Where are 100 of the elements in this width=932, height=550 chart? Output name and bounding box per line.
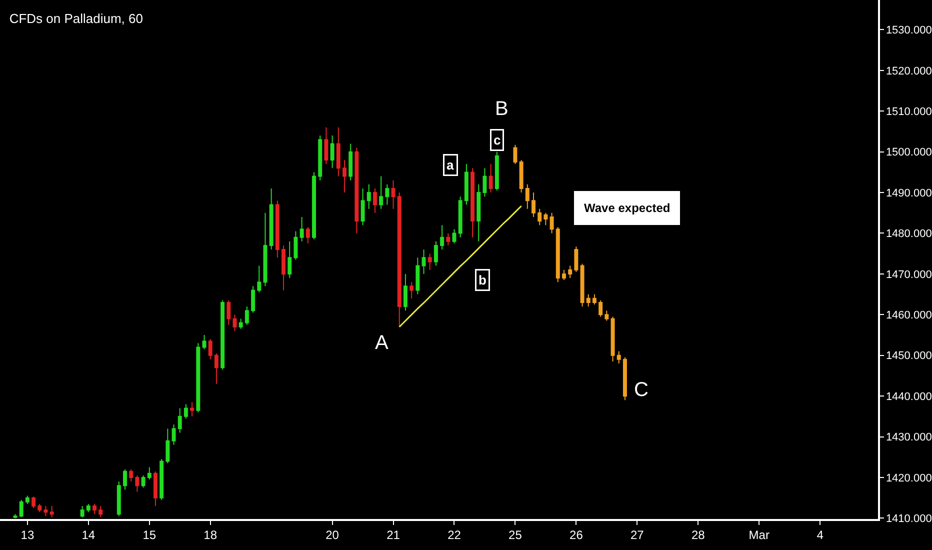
candlestick: [294, 230, 298, 260]
candlestick: [366, 184, 371, 210]
candlestick: [238, 318, 243, 330]
candlestick: [208, 338, 212, 360]
x-tick-label: 27: [630, 528, 644, 542]
candlestick: [98, 505, 103, 518]
candlestick: [446, 232, 450, 246]
x-tick-label: 26: [570, 528, 584, 542]
y-tick-label: 1510.000: [886, 106, 932, 118]
candlestick: [257, 265, 262, 293]
candlestick: [604, 310, 609, 322]
candlestick: [38, 503, 42, 513]
candlestick: [214, 352, 218, 384]
candlestick: [513, 144, 518, 165]
candlestick: [166, 428, 170, 464]
candlestick: [562, 269, 566, 281]
candlestick: [580, 263, 584, 308]
candlestick: [538, 208, 542, 226]
candlestick: [568, 265, 572, 279]
y-tick-label: 1430.000: [886, 432, 932, 444]
candlestick: [464, 164, 468, 206]
candlestick: [50, 505, 54, 518]
annotation: b: [478, 272, 486, 288]
candlestick: [269, 188, 274, 250]
candlestick: [92, 503, 96, 515]
candlestick: [428, 253, 432, 270]
x-tick-label: 13: [20, 528, 34, 542]
candlestick: [147, 466, 152, 480]
candlestick: [160, 458, 164, 500]
candlestick: [422, 249, 426, 274]
candlestick: [348, 143, 353, 181]
candlestick: [525, 184, 530, 210]
x-tick-label: Mar: [748, 528, 770, 542]
candlestick: [86, 503, 90, 513]
candlestick: [494, 151, 499, 191]
candlestick: [403, 273, 408, 312]
candlestick: [592, 294, 596, 305]
y-tick-label: 1470.000: [886, 268, 932, 281]
candlestick: [251, 286, 256, 314]
x-tick-label: 4: [816, 528, 824, 542]
candlestick: [80, 505, 84, 518]
candlestick: [391, 180, 396, 210]
candlestick: [184, 404, 188, 419]
y-tick-label: 1530.000: [886, 24, 932, 37]
candlestick: [123, 468, 127, 490]
candlestick: [440, 224, 444, 250]
x-tick-label: 21: [386, 528, 400, 542]
x-tick-label: 22: [448, 528, 462, 542]
candlestick: [556, 226, 560, 283]
line-series: [398, 205, 522, 328]
candlestick: [360, 188, 365, 226]
candlestick: [202, 334, 206, 350]
annotation: a: [446, 158, 454, 172]
candlestick: [13, 514, 18, 519]
candlestick: [220, 300, 225, 370]
x-tick-label: 18: [204, 528, 218, 542]
text: CFDs on Palladium, 60: [9, 10, 143, 26]
candlestick: [226, 300, 231, 326]
candlestick: [116, 481, 121, 517]
candlestick: [385, 184, 390, 206]
x-tick-label: 14: [82, 528, 96, 542]
candlestick: [482, 168, 487, 198]
x-tick-label: 28: [691, 528, 706, 542]
y-tick-label: 1440.000: [886, 390, 932, 403]
candlestick: [610, 316, 615, 362]
annotation: C: [634, 379, 648, 401]
candlestick: [336, 126, 340, 177]
candlestick: [586, 294, 590, 308]
candlestick: [300, 216, 304, 242]
candlestick: [416, 257, 420, 295]
candlestick: [379, 176, 384, 210]
y-tick-label: 1420.000: [886, 472, 932, 484]
candlestick: [178, 408, 182, 434]
y-tick-label: 1460.000: [886, 310, 932, 322]
candlestick: [397, 192, 402, 328]
candlestick: [232, 314, 237, 332]
candlestick: [622, 356, 627, 401]
candlestick: [32, 496, 36, 509]
candlestick: [532, 192, 536, 218]
candlestick: [306, 226, 310, 244]
candlestick: [196, 342, 200, 413]
annotation: B: [495, 98, 508, 120]
x-tick-label: 20: [326, 528, 340, 542]
y-tick-label: 1500.000: [886, 146, 932, 159]
candlestick: [476, 184, 481, 242]
candlestick: [574, 246, 578, 272]
candlestick: [172, 424, 176, 446]
candlestick: [135, 474, 140, 492]
candlestick: [263, 212, 268, 287]
candlestick: [354, 147, 359, 234]
candlestick: [153, 470, 158, 506]
candlestick: [458, 196, 462, 238]
annotation: Wave expected: [584, 201, 670, 215]
x-tick-label: 15: [142, 528, 156, 542]
x-tick-label: 25: [508, 528, 522, 542]
candlestick: [244, 306, 249, 326]
candlestick: [452, 228, 456, 244]
candlestick: [330, 135, 334, 169]
candlestick: [342, 159, 346, 194]
candlestick: [44, 505, 48, 517]
